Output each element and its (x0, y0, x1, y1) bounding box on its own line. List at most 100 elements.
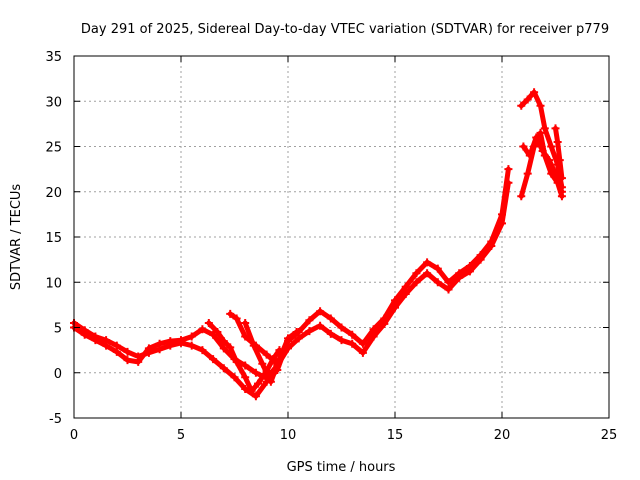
data-point (530, 88, 539, 97)
data-point (213, 328, 222, 337)
data-point (241, 385, 250, 394)
series-trace (518, 89, 565, 190)
data-point (455, 273, 464, 282)
y-tick-label: 25 (45, 141, 62, 156)
data-point (553, 137, 562, 146)
data-point (219, 364, 228, 373)
x-tick-label: 20 (494, 428, 511, 443)
data-point (305, 327, 314, 336)
data-point (226, 309, 235, 318)
data-point (498, 219, 506, 228)
data-point (423, 258, 432, 267)
data-point (155, 339, 164, 348)
data-point (254, 379, 263, 388)
data-point (144, 344, 153, 353)
ticks: 0 5 10 15 20 25 -5 0 5 10 15 20 25 30 35 (45, 50, 617, 443)
grid (74, 56, 609, 418)
data-point (391, 303, 399, 312)
data-point (423, 269, 432, 278)
data-point (305, 316, 314, 325)
data-point (401, 282, 410, 291)
data-point (401, 290, 410, 299)
y-axis-label: SDTVAR / TECUs (9, 184, 24, 291)
data-points (70, 88, 566, 401)
data-point (226, 343, 235, 352)
chart-title: Day 291 of 2025, Sidereal Day-to-day VTE… (81, 22, 609, 37)
data-point (292, 328, 301, 337)
data-point (523, 95, 532, 104)
y-tick-label: 0 (54, 367, 62, 382)
data-point (536, 101, 545, 110)
data-point (557, 174, 566, 183)
data-point (517, 101, 526, 110)
data-point (232, 314, 241, 323)
data-point (123, 356, 132, 365)
data-point (487, 242, 496, 251)
series-trace (553, 125, 565, 181)
data-point (209, 330, 218, 339)
data-point (536, 128, 545, 137)
data-point (444, 278, 453, 287)
data-point (284, 334, 292, 343)
series-track-i (551, 124, 566, 183)
data-point (198, 325, 207, 334)
data-point (241, 361, 250, 370)
series-track-h (519, 133, 566, 196)
data-point (540, 124, 549, 133)
data-point (555, 156, 564, 165)
data-point (209, 355, 218, 364)
series-track-e (241, 318, 301, 386)
y-tick-label: 15 (45, 231, 62, 246)
data-point (545, 156, 554, 165)
data-point (112, 347, 121, 356)
data-point (123, 347, 132, 356)
data-point (369, 325, 378, 334)
data-point (348, 330, 357, 339)
data-point (326, 314, 335, 323)
data-point (412, 278, 421, 287)
data-point (557, 187, 566, 196)
data-point (348, 339, 357, 348)
data-point (251, 368, 260, 377)
data-point (247, 386, 256, 395)
data-point (258, 359, 267, 368)
y-tick-label: -5 (49, 412, 62, 427)
y-tick-label: 30 (45, 95, 62, 110)
data-point (326, 329, 335, 338)
data-point (241, 373, 250, 382)
data-point (358, 348, 367, 357)
data-point (538, 147, 547, 156)
data-point (91, 336, 100, 345)
data-point (358, 339, 367, 348)
y-tick-label: 5 (54, 322, 62, 337)
data-point (337, 323, 346, 332)
data-point (134, 357, 143, 366)
data-point (547, 142, 556, 151)
data-point (517, 192, 526, 201)
data-point (523, 169, 532, 178)
data-point (504, 165, 513, 174)
data-point (187, 332, 196, 341)
data-point (532, 133, 541, 142)
data-point (262, 350, 271, 359)
data-point (230, 373, 239, 382)
y-tick-label: 35 (45, 50, 62, 65)
data-point (232, 357, 241, 366)
data-point (551, 169, 560, 178)
y-tick-label: 20 (45, 186, 62, 201)
x-tick-label: 0 (70, 428, 78, 443)
data-point (249, 341, 258, 350)
series-trace (71, 180, 511, 381)
y-tick-label: 10 (45, 276, 62, 291)
series-track-a (70, 165, 513, 401)
data-point (187, 341, 196, 350)
data-point (551, 124, 560, 133)
x-tick-label: 5 (177, 428, 185, 443)
data-point (369, 332, 378, 341)
data-point (219, 337, 228, 346)
x-axis-label: GPS time / hours (287, 460, 396, 475)
data-point (412, 269, 421, 278)
data-point (316, 321, 325, 330)
data-point (177, 336, 185, 345)
